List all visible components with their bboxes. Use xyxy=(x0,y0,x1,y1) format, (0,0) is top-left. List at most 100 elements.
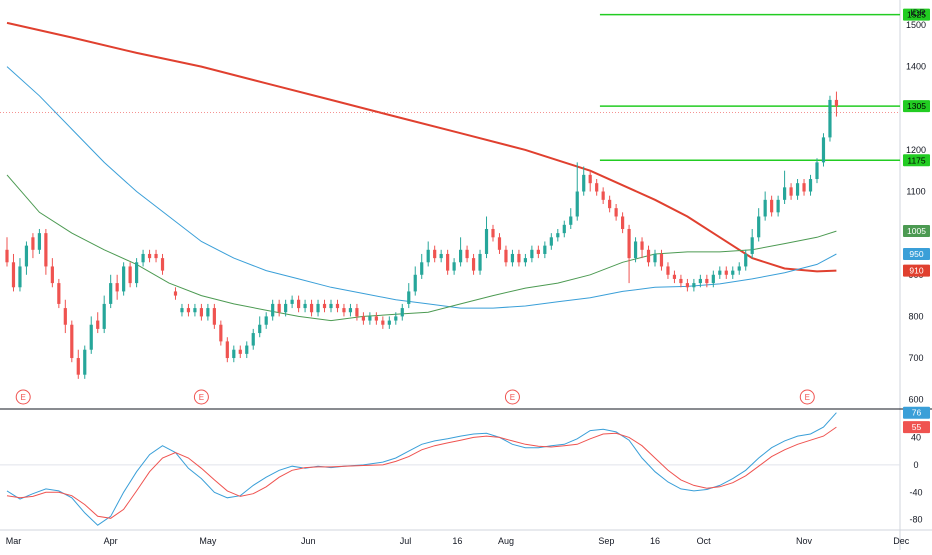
candle-body xyxy=(692,283,696,288)
osc-y-tick-label: 40 xyxy=(911,432,921,442)
candle-body xyxy=(290,299,294,304)
candle-body xyxy=(387,320,391,325)
candle-body xyxy=(76,358,80,375)
price-axis-badge-label: 1525 xyxy=(907,10,926,20)
candle-body xyxy=(828,99,832,138)
candle-body xyxy=(37,233,41,250)
candle-body xyxy=(711,274,715,284)
candle-body xyxy=(303,303,307,309)
candle-body xyxy=(128,266,132,284)
candle-body xyxy=(407,291,411,304)
candle-body xyxy=(795,183,800,196)
x-tick-label: May xyxy=(199,536,217,546)
candle-body xyxy=(452,262,456,271)
x-tick-label: Oct xyxy=(697,536,712,546)
candle-body xyxy=(770,199,774,213)
price-axis-badge xyxy=(903,421,930,434)
candle-body xyxy=(549,237,553,246)
price-axis-badge xyxy=(903,100,930,113)
candle-body xyxy=(44,233,48,267)
x-tick-label: Mar xyxy=(6,536,22,546)
price-axis-badge-label: 1175 xyxy=(907,155,926,165)
price-axis-badge-label: 1305 xyxy=(907,101,926,111)
candle-body xyxy=(206,308,210,317)
candle-body xyxy=(659,253,664,267)
candle-body xyxy=(685,283,689,288)
earnings-event-marker xyxy=(15,389,31,405)
candle-body xyxy=(18,266,22,288)
price-axis-badge xyxy=(903,154,930,167)
candle-body xyxy=(595,183,599,192)
candle-body xyxy=(757,216,761,238)
candle-body xyxy=(309,303,314,313)
candle-body xyxy=(96,320,100,329)
candle-body xyxy=(731,270,735,275)
candle-body xyxy=(394,316,398,321)
candle-body xyxy=(433,249,437,259)
y-tick-label: 1200 xyxy=(906,145,926,155)
candle-body xyxy=(517,253,521,263)
price-axis-badge-label: 1005 xyxy=(907,226,926,236)
y-tick-label: 1500 xyxy=(906,20,926,30)
candle-body xyxy=(24,245,29,267)
candle-body xyxy=(459,249,463,263)
moving-average-line xyxy=(6,174,837,322)
y-tick-label: 600 xyxy=(908,395,923,405)
candle-body xyxy=(446,253,450,271)
candle-body xyxy=(666,266,670,275)
candle-body xyxy=(705,278,709,284)
candle-body xyxy=(672,274,677,279)
earnings-event-marker xyxy=(504,389,520,405)
candle-body xyxy=(160,258,165,271)
candle-body xyxy=(173,291,178,296)
candle-body xyxy=(57,283,61,304)
candle-body xyxy=(50,266,54,284)
candle-body xyxy=(601,191,605,200)
candle-body xyxy=(109,283,113,304)
price-axis-badge-label: 910 xyxy=(909,266,923,276)
price-axis-badge xyxy=(903,225,930,238)
x-tick-label: Sep xyxy=(598,536,614,546)
candle-body xyxy=(83,349,87,375)
candle-body xyxy=(621,216,625,229)
y-tick-label: 700 xyxy=(908,353,923,363)
candle-body xyxy=(530,249,534,259)
candle-body xyxy=(89,324,93,350)
candle-body xyxy=(484,228,489,254)
price-axis-badge xyxy=(903,8,930,21)
osc-y-tick-label: -40 xyxy=(909,487,922,497)
candle-body xyxy=(439,253,443,259)
candle-body xyxy=(238,349,242,354)
candle-body xyxy=(141,253,145,263)
x-tick-label: Jun xyxy=(301,536,316,546)
candle-body xyxy=(465,249,469,259)
candle-body xyxy=(154,253,158,259)
earnings-event-label: E xyxy=(805,393,810,402)
candle-body xyxy=(491,228,495,238)
candle-body xyxy=(180,308,184,313)
candle-body xyxy=(381,320,385,325)
candle-body xyxy=(478,253,482,271)
candle-body xyxy=(815,162,819,180)
candle-body xyxy=(264,316,268,325)
candle-body xyxy=(225,341,229,359)
candle-body xyxy=(420,262,424,275)
candle-body xyxy=(562,224,566,234)
currency-label: IDR xyxy=(910,8,926,18)
candle-body xyxy=(147,253,152,259)
candle-body xyxy=(679,278,683,284)
moving-average-line xyxy=(6,21,837,273)
earnings-event-label: E xyxy=(510,393,515,402)
x-tick-label: 16 xyxy=(452,536,462,546)
oscillator-line xyxy=(6,412,837,526)
candle-body xyxy=(821,137,826,163)
candle-body xyxy=(199,308,203,317)
price-axis-badge xyxy=(903,264,930,277)
candle-body xyxy=(802,183,806,192)
candle-body xyxy=(763,199,767,217)
x-tick-label: Apr xyxy=(104,536,118,546)
candle-body xyxy=(102,303,106,329)
candle-body xyxy=(245,345,249,354)
candle-body xyxy=(413,274,417,292)
